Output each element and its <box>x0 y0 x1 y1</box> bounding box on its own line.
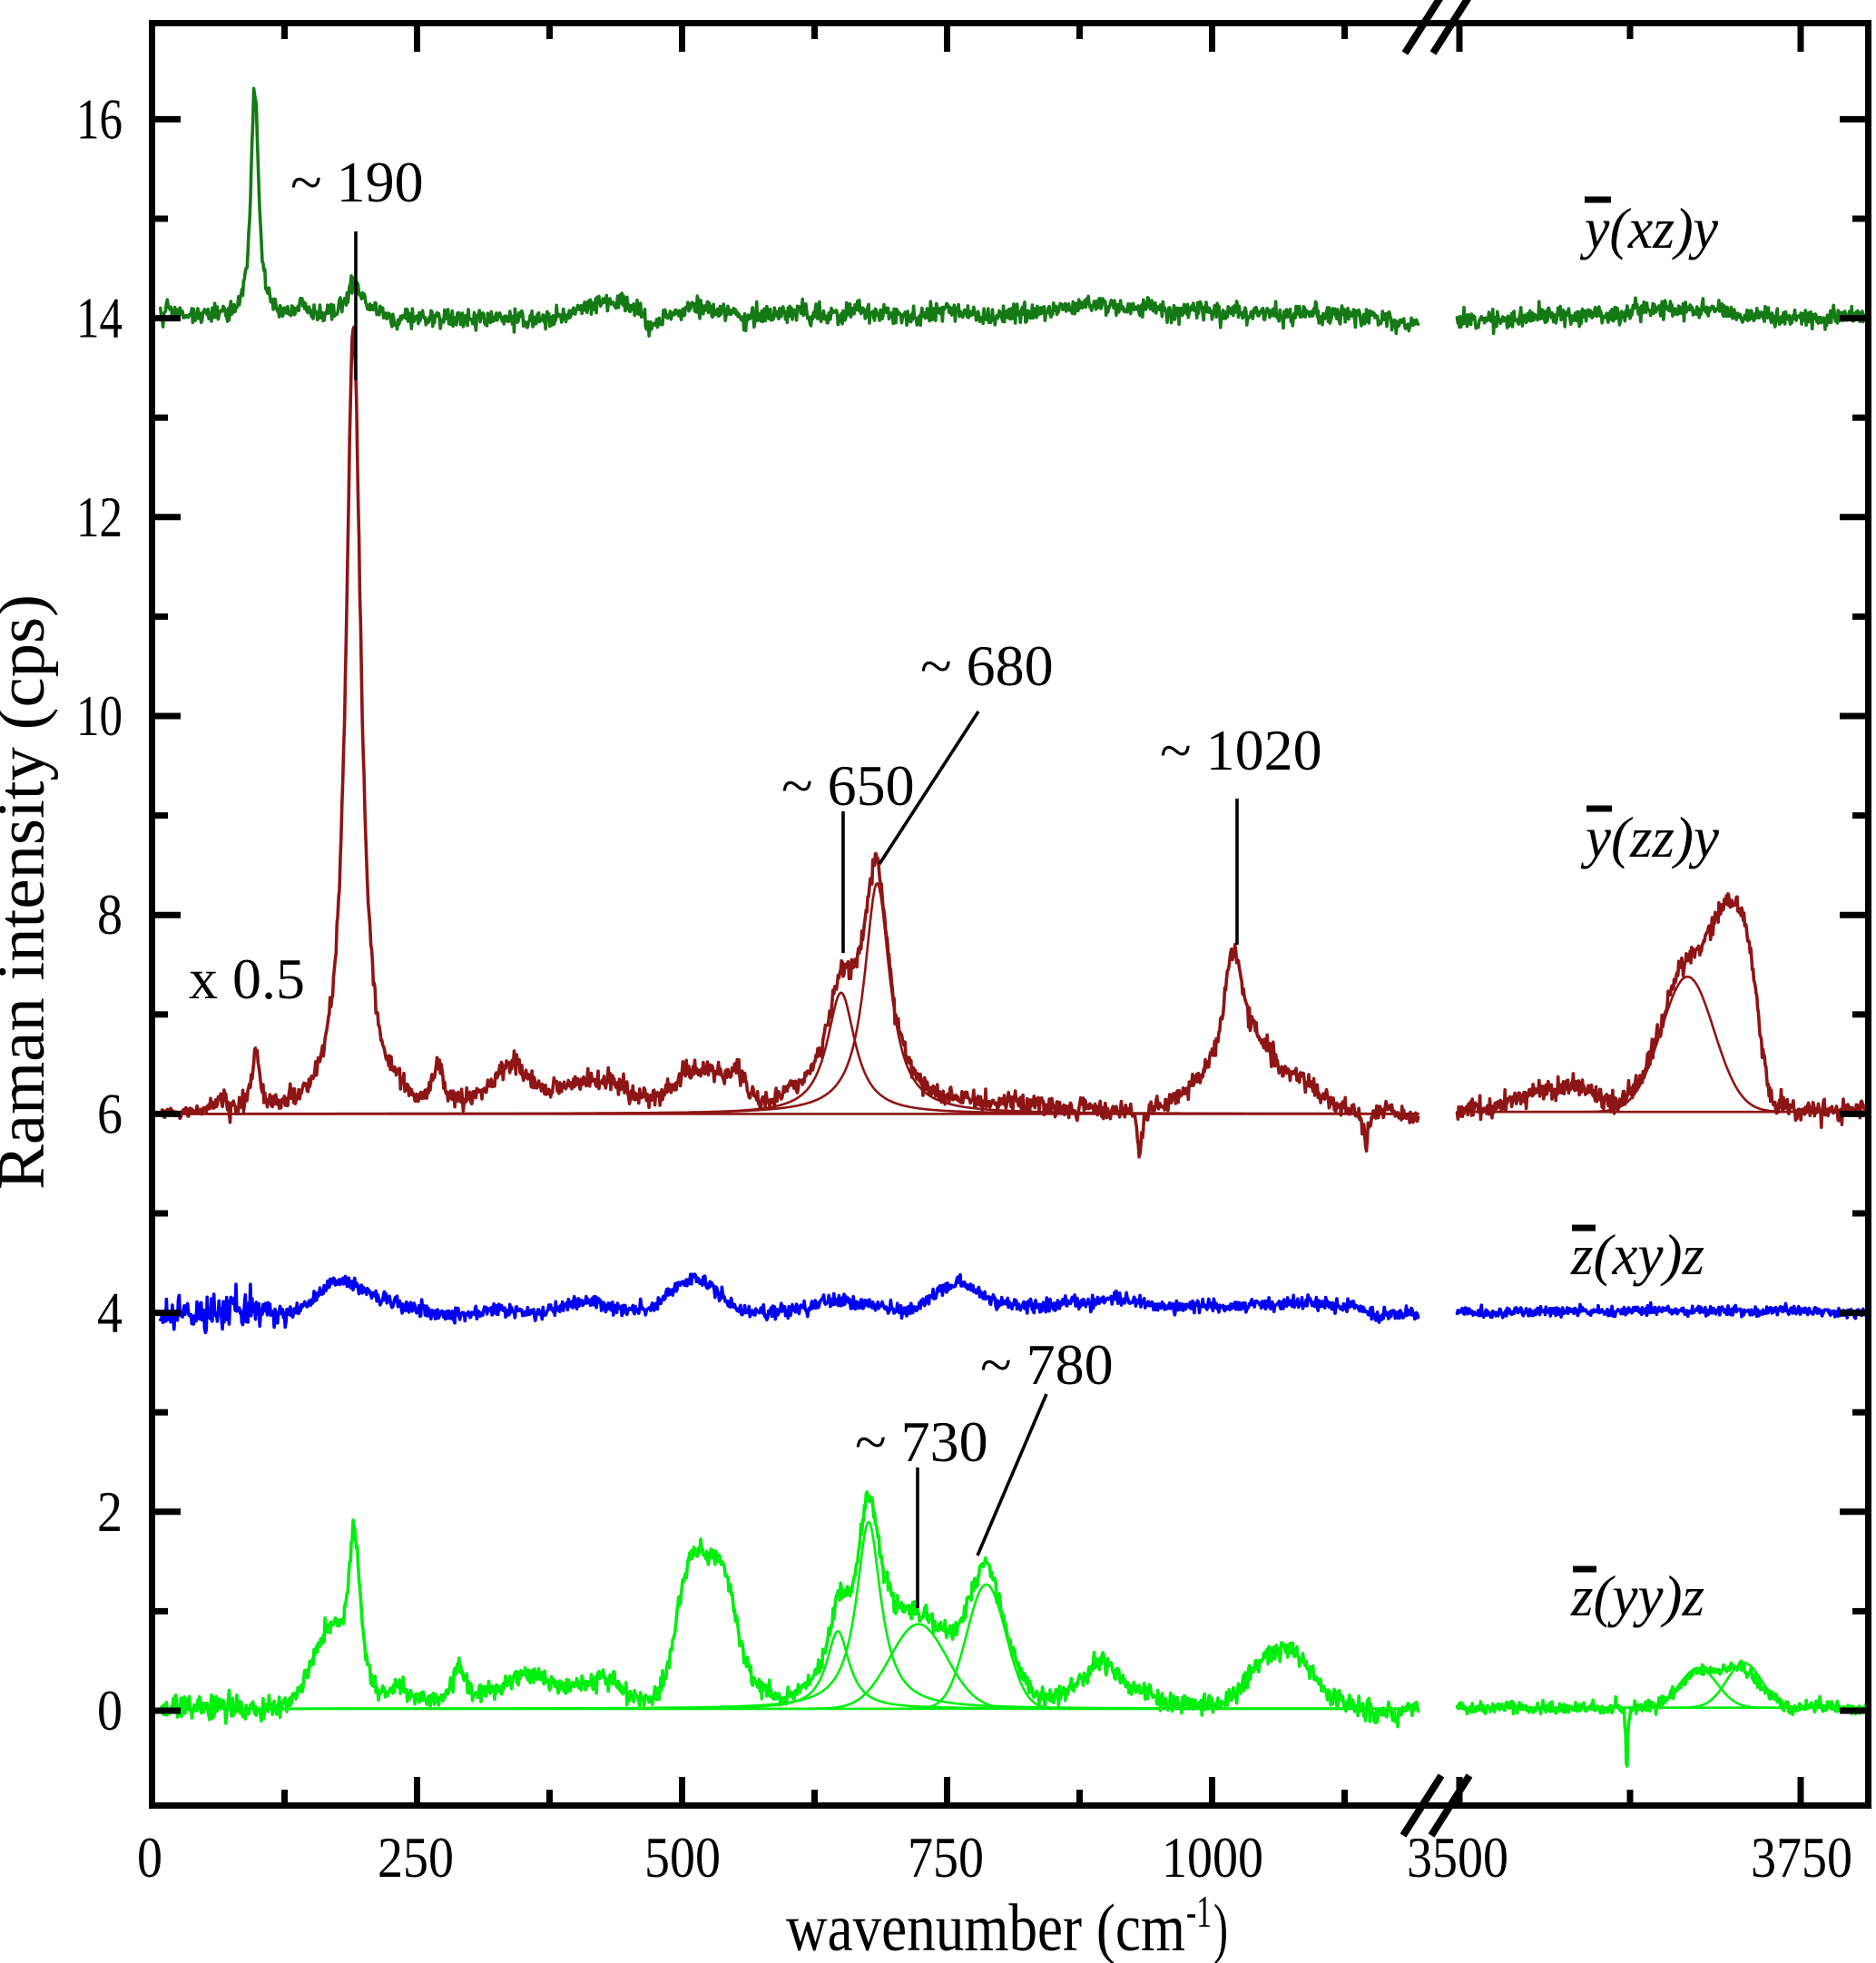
svg-text:z(xy)z: z(xy)z <box>1570 1222 1704 1287</box>
svg-text:3750: 3750 <box>1751 1826 1852 1889</box>
svg-text:6: 6 <box>97 1082 123 1145</box>
svg-text:y(xz)y: y(xz)y <box>1579 196 1718 260</box>
svg-text:z(yy)z: z(yy)z <box>1570 1564 1704 1628</box>
svg-text:~ 1020: ~ 1020 <box>1160 718 1322 782</box>
svg-text:y(zz)y: y(zz)y <box>1580 805 1719 869</box>
svg-text:~ 780: ~ 780 <box>980 1332 1114 1397</box>
svg-text:Raman intensity (cps): Raman intensity (cps) <box>0 594 59 1190</box>
svg-text:8: 8 <box>97 883 123 947</box>
svg-text:500: 500 <box>644 1826 721 1889</box>
svg-text:10: 10 <box>76 684 123 748</box>
svg-text:0: 0 <box>137 1826 162 1889</box>
svg-text:~ 680: ~ 680 <box>920 633 1054 698</box>
svg-text:wavenumber (cm: wavenumber (cm <box>786 1891 1185 1963</box>
svg-text:16: 16 <box>76 87 123 151</box>
svg-text:1000: 1000 <box>1162 1826 1263 1889</box>
svg-text:14: 14 <box>76 287 123 350</box>
svg-text:x 0.5: x 0.5 <box>189 947 305 1011</box>
svg-text:): ) <box>1213 1891 1228 1963</box>
svg-text:2: 2 <box>97 1480 123 1544</box>
svg-text:-1: -1 <box>1186 1886 1212 1937</box>
svg-text:250: 250 <box>378 1826 454 1889</box>
svg-text:750: 750 <box>908 1826 984 1889</box>
svg-text:3500: 3500 <box>1407 1826 1508 1889</box>
svg-text:0: 0 <box>97 1679 123 1742</box>
svg-text:12: 12 <box>76 486 123 549</box>
svg-text:~ 650: ~ 650 <box>781 753 915 818</box>
svg-text:~ 190: ~ 190 <box>290 150 424 214</box>
svg-text:~ 730: ~ 730 <box>855 1409 988 1474</box>
svg-text:4: 4 <box>97 1281 123 1345</box>
